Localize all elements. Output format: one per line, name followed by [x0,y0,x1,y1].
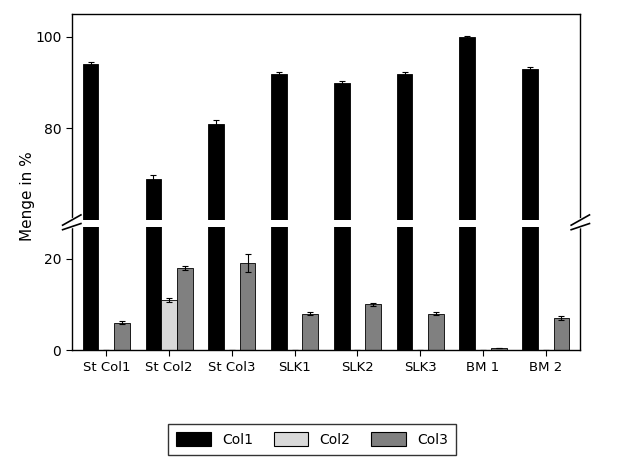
Bar [83,64,99,467]
Bar [428,458,444,467]
Bar [522,0,538,350]
Bar [459,37,475,467]
Bar [145,179,161,467]
Text: Menge in %: Menge in % [20,151,35,241]
Bar [365,304,381,350]
Legend: Col1, Col2, Col3: Col1, Col2, Col3 [168,424,456,455]
Bar [397,73,412,467]
Bar [83,0,99,350]
Bar [161,445,177,467]
Bar [428,314,444,350]
Bar [271,0,287,350]
Bar [491,348,507,350]
Bar [240,263,255,350]
Bar [522,69,538,467]
Bar [303,314,318,350]
Bar [271,73,287,467]
Bar [177,268,193,350]
Bar [161,300,177,350]
Bar [208,124,224,467]
Bar [459,0,475,350]
Bar [177,412,193,467]
Bar [114,323,130,350]
Bar [553,318,569,350]
Bar [397,0,412,350]
Bar [303,458,318,467]
Bar [208,0,224,350]
Bar [334,0,349,350]
Bar [240,408,255,467]
Bar [334,83,349,467]
Bar [145,35,161,350]
Bar [365,449,381,467]
Bar [553,463,569,467]
